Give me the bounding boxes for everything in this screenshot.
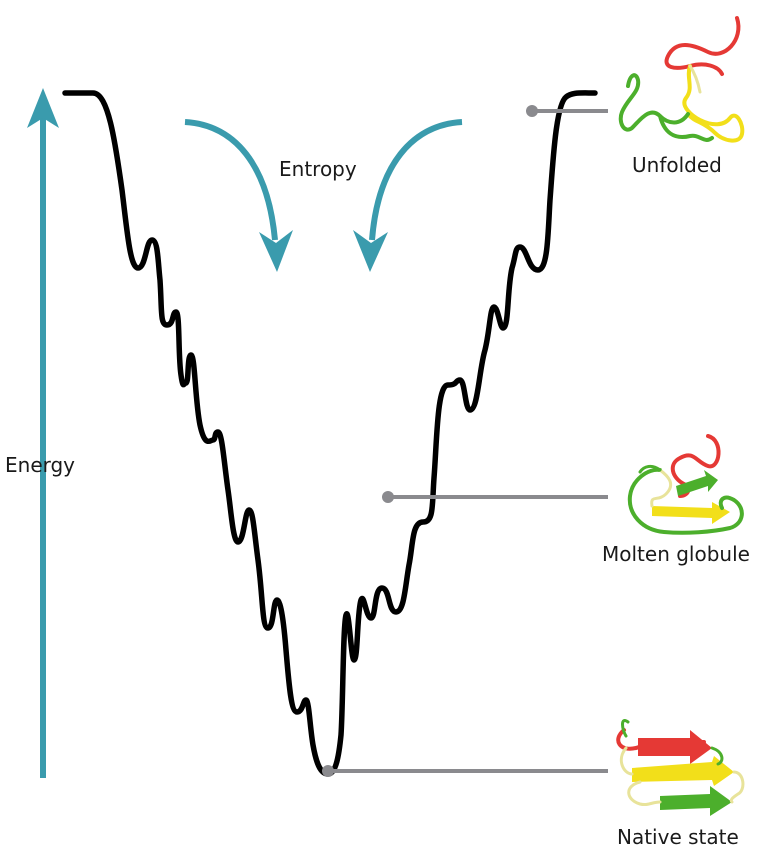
entropy-arrow-right — [353, 119, 463, 272]
energy-funnel-curve — [62, 90, 598, 777]
molten-globule-protein-icon — [627, 434, 744, 535]
entropy-arrow-left — [184, 119, 293, 272]
native-state-protein-icon — [616, 719, 745, 816]
unfolded-protein-icon — [618, 16, 745, 143]
entropy-label: Entropy — [279, 157, 357, 181]
unfolded-label: Unfolded — [632, 153, 722, 177]
energy-axis-label: Energy — [5, 453, 76, 477]
native-state-label: Native state — [617, 825, 739, 849]
energy-axis-arrow — [27, 88, 59, 778]
molten-globule-label: Molten globule — [602, 542, 750, 566]
native-state-leader-line — [322, 765, 608, 777]
molten-globule-leader-line — [382, 491, 608, 503]
unfolded-leader-line — [526, 105, 608, 117]
